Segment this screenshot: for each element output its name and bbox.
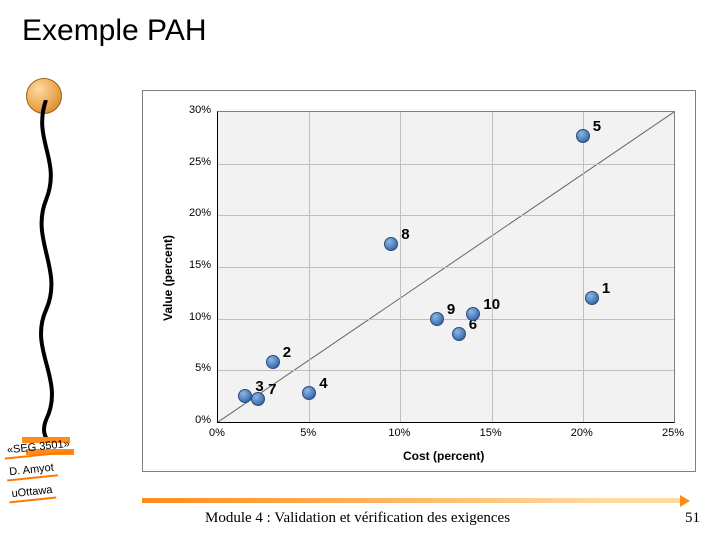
badge-course: «SEG 3501» (3, 437, 73, 460)
page-title: Exemple PAH (22, 14, 207, 48)
course-badge: «SEG 3501» D. Amyot uOttawa (3, 432, 97, 503)
data-point-label: 7 (268, 381, 276, 398)
data-point-label: 4 (319, 375, 327, 392)
data-point (585, 291, 599, 305)
data-point (452, 327, 466, 341)
decor-squiggle-icon (22, 100, 82, 460)
y-tick-label: 25% (181, 156, 211, 168)
y-tick-label: 20% (181, 207, 211, 219)
y-tick-label: 15% (181, 259, 211, 271)
y-tick-label: 10% (181, 311, 211, 323)
y-tick-label: 5% (181, 362, 211, 374)
data-point (238, 389, 252, 403)
chart-container: 12345678910 Value (percent) Cost (percen… (142, 90, 696, 472)
data-point-label: 1 (602, 280, 610, 297)
x-tick-label: 10% (384, 427, 414, 439)
slide: Exemple PAH 12345678910 Value (percent) … (0, 0, 720, 540)
gridline-horizontal (218, 319, 674, 320)
data-point-label: 10 (483, 296, 500, 313)
x-axis-label: Cost (percent) (403, 449, 484, 463)
x-tick-label: 20% (567, 427, 597, 439)
data-point-label: 2 (283, 344, 291, 361)
data-point (466, 307, 480, 321)
data-point-label: 5 (593, 118, 601, 135)
data-point (302, 386, 316, 400)
x-tick-label: 15% (476, 427, 506, 439)
y-axis-label: Value (percent) (161, 235, 175, 321)
badge-author: D. Amyot (6, 460, 58, 481)
x-tick-label: 5% (293, 427, 323, 439)
data-point-label: 9 (447, 301, 455, 318)
gridline-horizontal (218, 267, 674, 268)
x-tick-label: 0% (202, 427, 232, 439)
footer-page-number: 51 (685, 510, 700, 527)
data-point (576, 129, 590, 143)
data-point (251, 392, 265, 406)
data-point (266, 355, 280, 369)
plot-area: 12345678910 (217, 111, 675, 423)
gridline-horizontal (218, 370, 674, 371)
data-point-label: 8 (401, 226, 409, 243)
gridline-horizontal (218, 215, 674, 216)
data-point (384, 237, 398, 251)
footer-module-text: Module 4 : Validation et vérification de… (205, 510, 510, 527)
y-tick-label: 0% (181, 414, 211, 426)
footer-stripe-icon (142, 498, 682, 503)
badge-affiliation: uOttawa (8, 483, 56, 504)
y-tick-label: 30% (181, 104, 211, 116)
x-tick-label: 25% (658, 427, 688, 439)
data-point (430, 312, 444, 326)
gridline-horizontal (218, 164, 674, 165)
